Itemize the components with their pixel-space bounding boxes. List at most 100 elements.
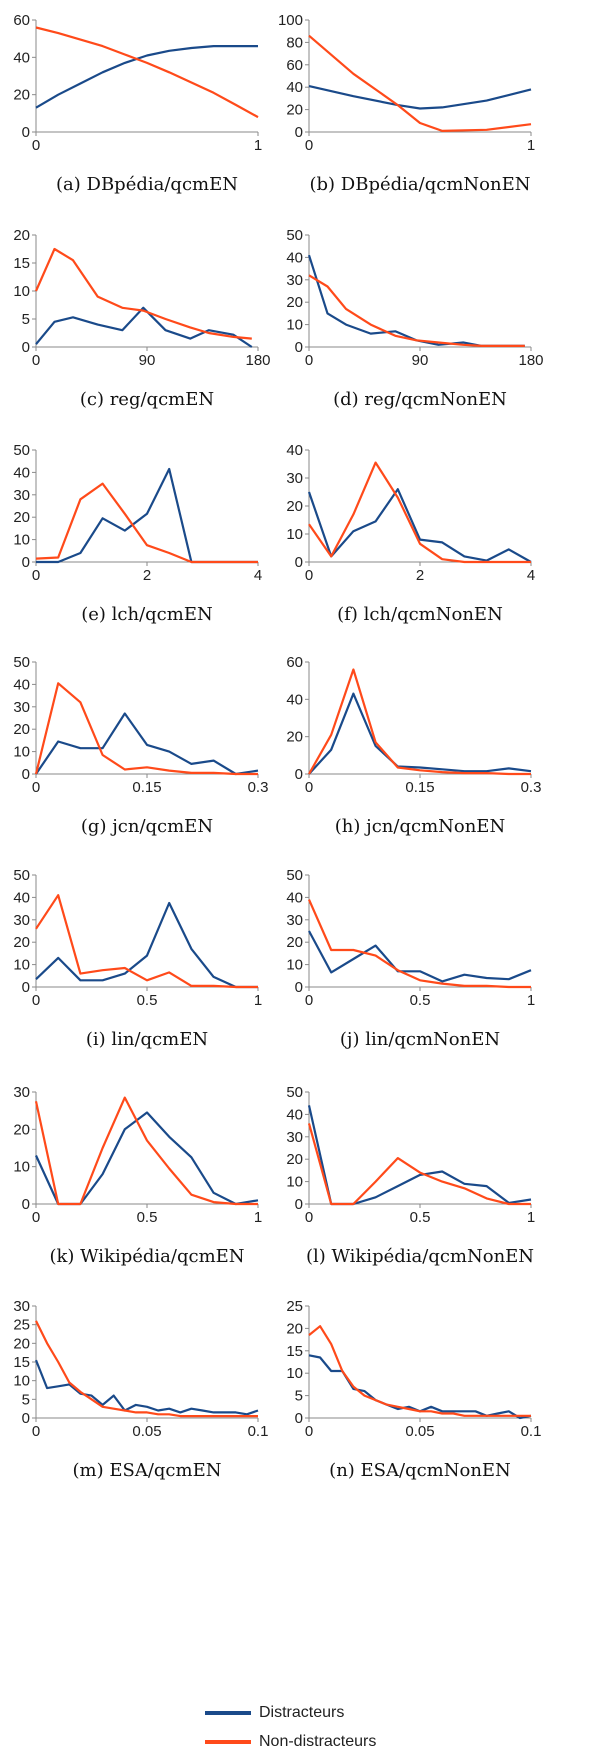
x-tick-label: 180 (245, 352, 270, 369)
x-tick-label: 0 (305, 1209, 313, 1226)
x-tick-label: 180 (518, 352, 543, 369)
x-tick-label: 0 (32, 567, 40, 584)
series-line-non-distracteurs (35, 1320, 258, 1418)
chart-g: 0 10 20 30 40 50 0 0.15 0.3 (g) jcn/qcmEN (13, 654, 268, 837)
legend-label-distracteurs: Distracteurs (259, 1704, 345, 1721)
legend-label-non-distracteurs: Non-distracteurs (259, 1733, 377, 1750)
x-tick-label: 0.5 (137, 992, 158, 1009)
chart-l: 0 10 20 30 40 50 0 0.5 1 (l) Wikipédia/qcmNonEN (286, 1084, 535, 1267)
y-tick-label: 30 (286, 912, 303, 929)
y-tick-label: 40 (13, 464, 30, 481)
x-tick-label: 0 (32, 779, 40, 796)
y-tick-label: 50 (13, 867, 30, 884)
y-tick-label: 15 (13, 1354, 30, 1371)
y-tick-label: 0 (22, 979, 30, 996)
y-tick-label: 60 (286, 57, 303, 74)
x-tick-label: 0.5 (410, 1209, 431, 1226)
y-tick-label: 30 (286, 1129, 303, 1146)
y-tick-label: 0 (295, 124, 303, 141)
y-tick-label: 40 (286, 442, 303, 459)
chart-caption: (n) ESA/qcmNonEN (329, 1460, 511, 1481)
y-tick-label: 20 (286, 102, 303, 119)
chart-caption: (f) lch/qcmNonEN (337, 604, 503, 625)
y-tick-label: 10 (13, 532, 30, 549)
series-line-non-distracteurs (307, 1123, 531, 1206)
y-tick-label: 0 (295, 1196, 303, 1213)
chart-caption: (h) jcn/qcmNonEN (335, 816, 505, 837)
x-tick-label: 0 (305, 992, 313, 1009)
y-tick-label: 10 (13, 957, 30, 974)
x-tick-label: 0 (305, 567, 313, 584)
y-tick-label: 5 (22, 311, 30, 328)
y-tick-label: 10 (13, 1373, 30, 1390)
y-tick-label: 20 (286, 498, 303, 515)
legend-item-non-distracteurs: Non-distracteurs (205, 1731, 376, 1753)
chart-n: 0 5 10 15 20 25 0 0.05 0.1 (n) ESA/qcmNonEN (286, 1298, 541, 1481)
series-line-non-distracteurs (308, 461, 531, 564)
y-tick-label: 0 (22, 1196, 30, 1213)
x-tick-label: 0.5 (410, 992, 431, 1009)
series-line-distracteurs (307, 254, 525, 347)
legend: Distracteurs Non-distracteurs (205, 1698, 425, 1760)
chart-caption: (m) ESA/qcmEN (73, 1460, 222, 1481)
y-tick-label: 20 (13, 87, 30, 104)
x-tick-label: 0.3 (248, 779, 269, 796)
y-tick-label: 10 (13, 744, 30, 761)
y-tick-label: 40 (286, 1106, 303, 1123)
chart-caption: (l) Wikipédia/qcmNonEN (306, 1246, 534, 1267)
y-tick-label: 0 (295, 979, 303, 996)
chart-caption: (j) lin/qcmNonEN (340, 1029, 500, 1050)
y-tick-label: 0 (22, 554, 30, 571)
y-tick-label: 0 (295, 339, 303, 356)
y-tick-label: 0 (22, 339, 30, 356)
y-tick-label: 60 (13, 12, 30, 29)
y-tick-label: 10 (286, 317, 303, 334)
chart-a: 0 20 40 60 0 1 (a) DBpédia/qcmEN (13, 12, 262, 195)
y-tick-label: 0 (295, 1410, 303, 1427)
y-tick-label: 10 (286, 526, 303, 543)
y-tick-label: 30 (13, 912, 30, 929)
series-line-non-distracteurs (35, 482, 258, 564)
series-line-non-distracteurs (307, 899, 531, 989)
series-line-distracteurs (36, 467, 258, 564)
chart-caption: (e) lch/qcmEN (81, 604, 212, 625)
x-tick-label: 0.05 (405, 1423, 434, 1440)
series-line-distracteurs (34, 1359, 259, 1416)
y-tick-label: 30 (13, 1298, 30, 1315)
y-tick-label: 10 (286, 957, 303, 974)
y-tick-label: 100 (278, 12, 303, 29)
chart-c: 0 5 10 15 20 0 90 180 (c) reg/qcmEN (13, 227, 270, 410)
y-tick-label: 20 (13, 1335, 30, 1352)
y-tick-label: 25 (286, 1298, 303, 1315)
y-tick-label: 20 (13, 934, 30, 951)
x-tick-label: 2 (416, 567, 424, 584)
chart-caption: (k) Wikipédia/qcmEN (49, 1246, 244, 1267)
y-tick-label: 30 (13, 487, 30, 504)
series-line-distracteurs (35, 712, 259, 776)
legend-swatch-distracteurs (205, 1711, 251, 1715)
y-tick-label: 50 (13, 442, 30, 459)
y-tick-label: 10 (13, 283, 30, 300)
series-line-non-distracteurs (308, 1325, 531, 1417)
y-tick-label: 10 (13, 1159, 30, 1176)
x-tick-label: 0.15 (405, 779, 434, 796)
chart-f: 0 10 20 30 40 0 2 4 (f) lch/qcmNonEN (286, 442, 535, 625)
series-line-distracteurs (35, 306, 253, 348)
series-line-non-distracteurs (35, 894, 258, 989)
y-tick-label: 0 (22, 766, 30, 783)
series-line-distracteurs (35, 901, 258, 989)
x-tick-label: 0.15 (132, 779, 161, 796)
x-tick-label: 4 (254, 567, 262, 584)
x-tick-label: 1 (527, 137, 535, 154)
y-tick-label: 20 (286, 1320, 303, 1337)
x-tick-label: 2 (143, 567, 151, 584)
y-tick-label: 30 (13, 1084, 30, 1101)
x-tick-label: 0 (305, 137, 313, 154)
y-tick-label: 50 (286, 1084, 303, 1101)
x-tick-label: 90 (139, 352, 156, 369)
y-tick-label: 40 (286, 79, 303, 96)
y-tick-label: 5 (22, 1391, 30, 1408)
series-line-distracteurs (34, 1111, 259, 1206)
